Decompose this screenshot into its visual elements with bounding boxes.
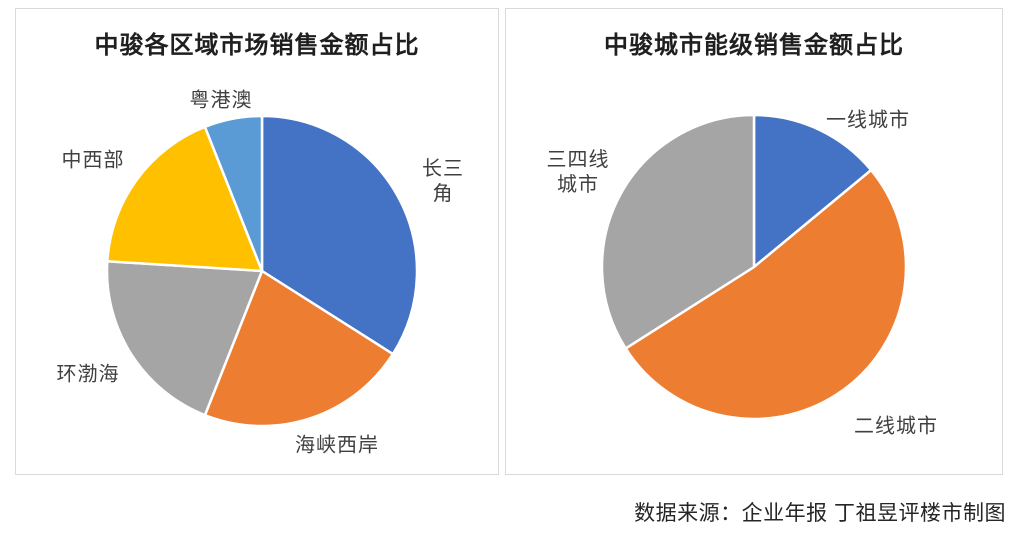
chart-panel-city-tiers: 中骏城市能级销售金额占比 一线城市二线城市 三四线 城市 [505,8,1003,475]
pie-slice [203,269,395,428]
pie-slice [203,114,264,273]
slice-label: 长三角 [422,158,464,205]
data-source-note: 数据来源：企业年报 丁祖昱评楼市制图 [634,502,1006,525]
slice-label: 海峡西岸 [295,434,379,457]
pie-chart-city-tiers [600,113,908,421]
slice-label: 中西部 [61,149,125,172]
pie-slice [105,260,264,417]
chart-panel-regions: 中骏各区域市场销售金额占比 长三角海峡西岸 环渤海 中西部 粤港澳 [15,8,499,475]
chart-title-regions: 中骏各区域市场销售金额占比 [94,32,420,59]
pie-chart-regions [105,114,419,428]
slice-label: 粤港澳 [189,89,253,112]
pie-slice [600,113,756,350]
pie-slice [752,113,873,269]
slice-label: 三四线 城市 [546,149,610,196]
chart-title-city-tiers: 中骏城市能级销售金额占比 [604,32,904,59]
pie-slice [624,168,908,421]
slice-label: 环渤海 [56,363,120,386]
slice-label: 二线城市 [854,415,938,438]
pie-slice [106,125,264,273]
slice-label: 一线城市 [826,109,910,132]
